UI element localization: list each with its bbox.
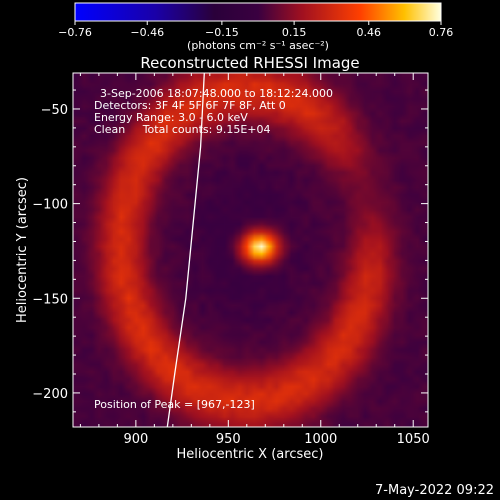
y-tick-label: −100 (32, 198, 68, 213)
annotation-block: 3-Sep-2006 18:07:48.000 to 18:12:24.000 … (94, 87, 333, 136)
x-tick-label: 900 (123, 432, 148, 447)
colorbar-tick-label: −0.15 (205, 26, 239, 39)
x-axis-label: Heliocentric X (arcsec) (177, 447, 324, 462)
heatmap-image (73, 73, 428, 427)
chart-title: Reconstructed RHESSI Image (140, 54, 359, 72)
colorbar-unit-label: (photons cm⁻² s⁻¹ asec⁻²) (187, 39, 329, 52)
x-tick-label: 1000 (304, 432, 337, 447)
peak-position-label: Position of Peak = [967,-123] (94, 398, 255, 411)
y-tick-label: −200 (32, 387, 68, 402)
colorbar-tick-label: −0.76 (58, 26, 92, 39)
annotation-clean-counts: Clean Total counts: 9.15E+04 (94, 123, 271, 136)
colorbar-ticks: −0.76 −0.46 −0.15 0.15 0.46 0.76 (58, 21, 453, 39)
y-tick-label: −150 (32, 292, 68, 307)
colorbar-tick-label: 0.46 (357, 26, 382, 39)
colorbar-tick-label: −0.46 (130, 26, 164, 39)
y-tick-label: −50 (41, 103, 68, 118)
colorbar (74, 2, 442, 22)
colorbar-tick-label: 0.15 (282, 26, 307, 39)
footer-date: 7-May-2022 09:22 (375, 483, 494, 498)
x-tick-label: 950 (216, 432, 241, 447)
solar-limb-line (166, 73, 205, 427)
annotation-time-range: 3-Sep-2006 18:07:48.000 to 18:12:24.000 (100, 87, 333, 100)
y-axis: −200 −150 −100 −50 (32, 89, 428, 413)
plot-frame (72, 72, 429, 428)
y-axis-label: Heliocentric Y (arcsec) (15, 177, 30, 323)
annotation-energy-range: Energy Range: 3.0 - 6.0 keV (94, 111, 248, 124)
x-axis: 900 950 1000 1050 (79, 73, 430, 447)
colorbar-tick-label: 0.76 (429, 26, 454, 39)
annotation-detectors: Detectors: 3F 4F 5F 6F 7F 8F, Att 0 (94, 99, 286, 112)
x-tick-label: 1050 (397, 432, 430, 447)
